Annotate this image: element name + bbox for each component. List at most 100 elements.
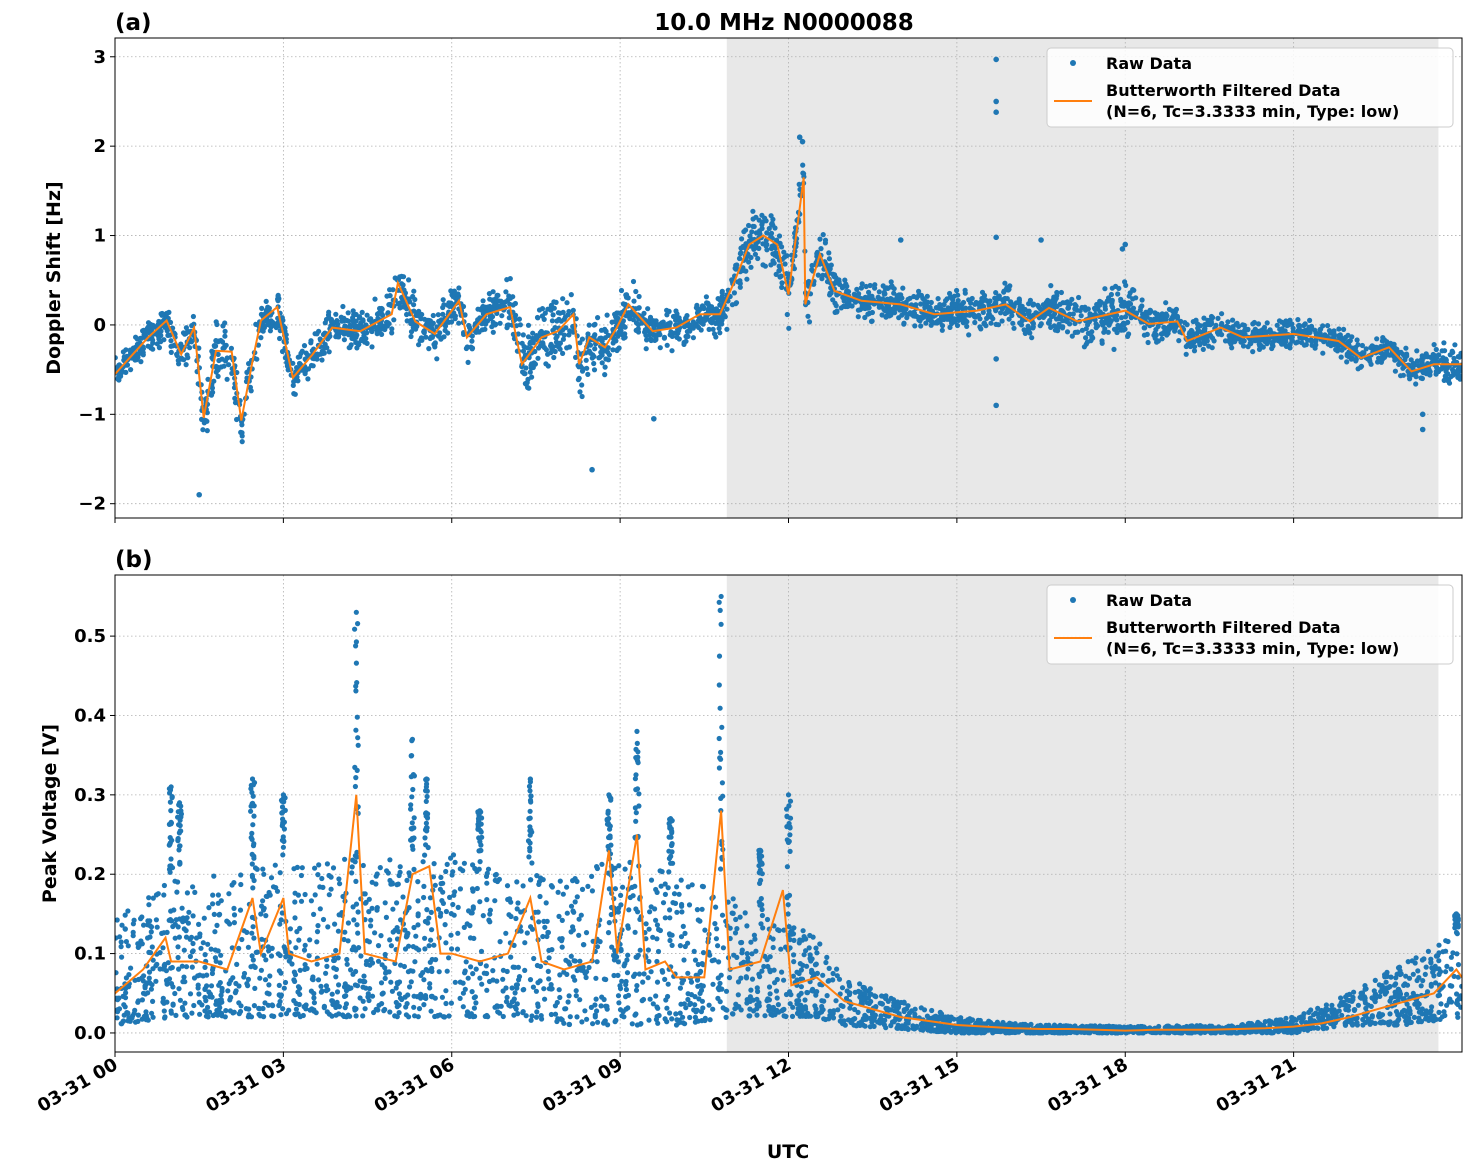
raw-point xyxy=(387,1009,393,1015)
raw-point xyxy=(751,246,757,252)
raw-point xyxy=(237,907,244,913)
raw-point xyxy=(490,329,496,335)
raw-point xyxy=(514,879,520,885)
raw-point xyxy=(586,322,592,328)
raw-outlier-point xyxy=(1419,411,1426,418)
raw-point xyxy=(996,293,1002,299)
raw-point xyxy=(268,324,274,330)
raw-point xyxy=(960,299,967,306)
raw-point xyxy=(512,990,518,996)
raw-point xyxy=(295,378,301,384)
raw-point xyxy=(276,982,282,989)
raw-point xyxy=(881,306,887,313)
raw-point xyxy=(346,345,352,351)
raw-point xyxy=(504,277,510,283)
raw-point xyxy=(525,376,531,382)
raw-point xyxy=(200,940,206,946)
raw-point xyxy=(681,324,688,330)
raw-point xyxy=(1313,338,1319,344)
raw-point xyxy=(183,964,190,970)
raw-point xyxy=(1158,331,1164,337)
raw-point xyxy=(178,356,184,362)
raw-point xyxy=(1455,962,1462,968)
raw-point xyxy=(166,309,172,315)
raw-point xyxy=(693,305,700,311)
raw-point xyxy=(387,857,393,863)
raw-point xyxy=(1133,310,1139,317)
raw-point xyxy=(518,928,524,934)
raw-point xyxy=(1337,332,1343,338)
raw-point xyxy=(279,348,286,355)
raw-point xyxy=(1058,314,1064,320)
raw-point xyxy=(892,1018,898,1024)
raw-point xyxy=(1016,296,1022,302)
raw-point xyxy=(759,225,765,232)
raw-point xyxy=(353,878,359,885)
raw-point xyxy=(1404,991,1410,998)
raw-point xyxy=(561,332,567,338)
raw-point xyxy=(541,986,547,992)
raw-point xyxy=(589,873,595,880)
raw-point xyxy=(134,336,140,342)
raw-point xyxy=(228,994,234,1001)
raw-point xyxy=(1183,343,1189,350)
raw-point xyxy=(905,296,911,302)
raw-point xyxy=(485,304,491,310)
raw-point xyxy=(1410,365,1416,371)
raw-point xyxy=(724,326,730,332)
raw-point xyxy=(249,872,255,878)
raw-point xyxy=(1037,323,1043,329)
raw-point xyxy=(867,293,873,299)
raw-point xyxy=(827,266,833,272)
raw-point xyxy=(1026,309,1032,315)
raw-point xyxy=(1261,324,1268,331)
raw-point xyxy=(1427,369,1433,375)
raw-point xyxy=(918,323,924,329)
raw-point xyxy=(156,345,162,351)
raw-point xyxy=(612,311,618,317)
raw-point xyxy=(583,357,589,363)
raw-point xyxy=(1004,296,1010,302)
raw-point xyxy=(1447,352,1453,358)
raw-point xyxy=(1329,1002,1335,1008)
raw-point xyxy=(1219,311,1225,317)
raw-point xyxy=(1083,335,1089,341)
raw-point xyxy=(702,317,708,323)
y-tick-label: 3 xyxy=(93,47,106,68)
raw-outlier-point xyxy=(993,234,999,241)
raw-point xyxy=(535,1001,541,1007)
raw-point xyxy=(1002,280,1008,286)
raw-point xyxy=(764,247,770,253)
raw-point xyxy=(342,929,348,935)
raw-point xyxy=(1057,301,1063,307)
raw-point xyxy=(415,922,421,928)
raw-point xyxy=(1058,289,1064,296)
raw-point xyxy=(1404,982,1411,988)
raw-point xyxy=(1204,336,1210,343)
raw-point xyxy=(952,319,958,325)
raw-point xyxy=(340,893,346,900)
raw-point xyxy=(767,969,773,975)
raw-point xyxy=(543,361,549,367)
raw-point xyxy=(1084,339,1090,345)
raw-point xyxy=(503,930,509,936)
raw-point xyxy=(1126,331,1132,337)
raw-point xyxy=(1078,313,1084,319)
raw-point xyxy=(426,915,432,921)
raw-point xyxy=(779,284,785,290)
raw-point xyxy=(1045,311,1051,317)
raw-point xyxy=(698,327,704,333)
raw-point xyxy=(1122,314,1129,320)
raw-point xyxy=(738,250,744,256)
raw-point xyxy=(411,1004,417,1010)
raw-point xyxy=(138,359,144,365)
raw-point xyxy=(1227,336,1233,342)
raw-point xyxy=(457,886,463,892)
raw-point xyxy=(314,929,321,935)
raw-point xyxy=(987,314,993,320)
raw-point xyxy=(364,312,370,318)
raw-point xyxy=(411,302,417,308)
raw-point xyxy=(382,1006,388,1013)
raw-point xyxy=(335,928,341,934)
raw-point xyxy=(1105,329,1111,335)
